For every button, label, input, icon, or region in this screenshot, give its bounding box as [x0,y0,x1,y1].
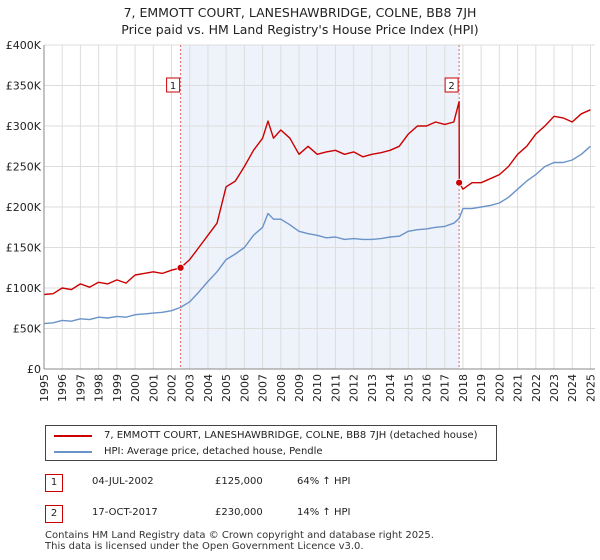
x-tick-label: 1997 [74,374,87,402]
sale-point [455,178,464,187]
y-tick-label: £300K [6,120,42,133]
x-tick-label: 2008 [275,374,288,402]
legend-label-hpi: HPI: Average price, detached house, Pend… [104,446,323,457]
x-tick-label: 2016 [421,374,434,402]
sale-point [176,263,185,272]
x-tick-label: 2015 [402,374,415,402]
sale-date-2: 17-OCT-2017 [92,507,158,518]
hpi-line [43,145,591,325]
annotation-label: 1 [170,81,176,92]
x-tick-label: 2021 [512,374,525,402]
sale-price-2: £230,000 [215,507,263,518]
x-tick-label: 2003 [184,374,197,402]
x-tick-label: 2002 [166,374,179,402]
x-tick-label: 2019 [475,374,488,402]
sale-badge-1: 1 [45,474,63,492]
sale-hpi-1: 64% ↑ HPI [297,476,351,487]
footer: Contains HM Land Registry data © Crown c… [45,530,434,552]
x-tick-label: 2011 [329,374,342,402]
y-tick-label: £200K [6,201,42,214]
x-tick-label: 2009 [293,374,306,402]
sale-row-1: 1 04-JUL-2002 £125,000 64% ↑ HPI [45,474,545,492]
x-tick-label: 2004 [202,374,215,402]
sale-price-1: £125,000 [215,476,263,487]
x-tick-label: 1998 [93,374,106,402]
x-tick-label: 2023 [548,374,561,402]
x-tick-label: 2010 [311,374,324,402]
chart-area: 1 2 £0 £50K £100K £150K £200K £250K £300K £350K £4… [6,39,598,402]
x-tick-label: 2017 [439,374,452,402]
legend-swatch-property [54,435,92,437]
x-tick-label: 1996 [56,374,69,402]
y-tick-label: £250K [6,161,42,174]
x-tick-label: 2006 [238,374,251,402]
subtitle-text: Price paid vs. HM Land Registry's House … [121,22,479,37]
x-tick-label: 1995 [38,374,51,402]
chart-title: 7, EMMOTT COURT, LANESHAWBRIDGE, COLNE, … [0,4,600,38]
x-tick-label: 2018 [457,374,470,402]
y-tick-label: £150K [6,242,42,255]
x-tick-label: 2013 [366,374,379,402]
title-text: 7, EMMOTT COURT, LANESHAWBRIDGE, COLNE, … [123,5,477,20]
property-price-line [43,100,591,296]
sale-badge-2: 2 [45,505,63,523]
x-tick-label: 2000 [129,374,142,402]
legend-label-property: 7, EMMOTT COURT, LANESHAWBRIDGE, COLNE, … [104,430,478,441]
x-tick-label: 2020 [493,374,506,402]
y-tick-label: £100K [6,282,42,295]
x-tick-label: 2022 [530,374,543,402]
footer-line-1: Contains HM Land Registry data © Crown c… [45,530,434,541]
y-tick-label: £350K [6,80,42,93]
y-tick-label: £50K [13,323,42,336]
x-tick-label: 2025 [584,374,597,402]
footer-line-2: This data is licensed under the Open Gov… [45,541,364,552]
annotation-box [166,77,181,93]
legend: 7, EMMOTT COURT, LANESHAWBRIDGE, COLNE, … [45,425,497,461]
sale-row-2: 2 17-OCT-2017 £230,000 14% ↑ HPI [45,505,545,523]
x-tick-label: 1999 [111,374,124,402]
y-tick-label: £400K [6,39,42,52]
x-tick-label: 2005 [220,374,233,402]
x-tick-label: 2014 [384,374,397,402]
x-tick-label: 2001 [147,374,160,402]
x-tick-label: 2007 [257,374,270,402]
y-tick-label: £0 [27,363,41,376]
sale-hpi-2: 14% ↑ HPI [297,507,351,518]
x-tick-label: 2024 [566,374,579,402]
legend-swatch-hpi [54,451,92,453]
annotation-label: 2 [448,81,454,92]
x-tick-label: 2012 [348,374,361,402]
sale-date-1: 04-JUL-2002 [92,476,154,487]
annotation-box [444,77,459,93]
